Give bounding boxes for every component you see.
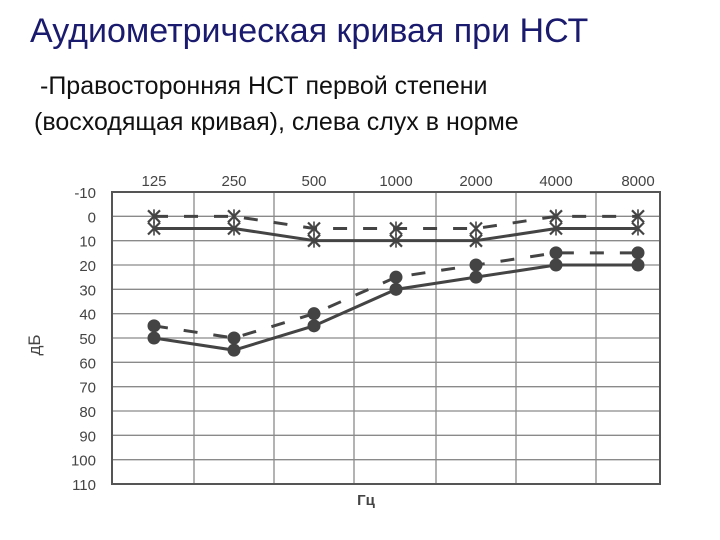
data-point-x — [147, 221, 161, 236]
x-tick-label: 250 — [221, 173, 246, 190]
y-axis-label: дБ — [25, 334, 44, 355]
data-point-dot — [631, 258, 645, 272]
data-point-x — [549, 221, 563, 236]
data-point-dot — [549, 258, 563, 272]
data-point-x — [469, 233, 483, 248]
y-tick-label: 20 — [79, 258, 96, 275]
data-point-x — [147, 209, 161, 224]
data-point-x — [469, 221, 483, 236]
x-tick-label: 2000 — [459, 173, 492, 190]
data-point-dot — [307, 319, 321, 333]
x-tick-label: 500 — [301, 173, 326, 190]
tick-labels: -10 0 10 20 30 40 50 60 70 80 90 100 110 125 250 500 100… — [71, 173, 655, 494]
data-point-dot — [227, 343, 241, 357]
data-point-x — [389, 233, 403, 248]
data-point-dot — [469, 258, 483, 272]
y-tick-label: 80 — [79, 404, 96, 421]
data-point-x — [227, 221, 241, 236]
y-tick-label: 50 — [79, 331, 96, 348]
plot-frame — [111, 191, 661, 485]
x-tick-label: 125 — [141, 173, 166, 190]
series-4 — [147, 258, 645, 357]
y-tick-label: 110 — [72, 477, 96, 494]
x-tick-label: 1000 — [379, 173, 412, 190]
y-tick-label: 90 — [79, 428, 96, 445]
data-point-dot — [389, 270, 403, 284]
series-layer — [147, 209, 645, 357]
x-axis-label: Гц — [357, 492, 376, 509]
y-tick-label: 10 — [79, 234, 96, 251]
data-point-dot — [631, 246, 645, 260]
data-point-dot — [147, 331, 161, 345]
data-point-dot — [469, 270, 483, 284]
y-tick-label: 0 — [88, 209, 96, 226]
x-tick-label: 8000 — [621, 173, 654, 190]
grid — [111, 191, 661, 485]
data-point-dot — [549, 246, 563, 260]
subtitle-line-1: -Правосторонняя НСТ первой степени — [40, 72, 488, 100]
series-1 — [147, 209, 645, 236]
data-point-x — [227, 209, 241, 224]
data-point-x — [631, 209, 645, 224]
data-point-x — [307, 233, 321, 248]
data-point-x — [631, 221, 645, 236]
y-tick-label: 100 — [71, 453, 96, 470]
data-point-x — [307, 221, 321, 236]
y-tick-label: 60 — [79, 355, 96, 372]
slide-title: Аудиометрическая кривая при НСТ — [30, 12, 589, 50]
data-point-dot — [227, 331, 241, 345]
y-tick-label: -10 — [74, 185, 96, 202]
subtitle-line-2: (восходящая кривая), слева слух в норме — [34, 108, 519, 136]
data-point-x — [389, 221, 403, 236]
data-point-x — [549, 209, 563, 224]
y-tick-label: 70 — [79, 380, 96, 397]
data-point-dot — [307, 307, 321, 321]
data-point-dot — [147, 319, 161, 333]
y-tick-label: 40 — [79, 307, 96, 324]
data-point-dot — [389, 282, 403, 296]
x-tick-label: 4000 — [539, 173, 572, 190]
series-3 — [147, 246, 645, 345]
y-tick-label: 30 — [79, 282, 96, 299]
series-2 — [147, 221, 645, 248]
